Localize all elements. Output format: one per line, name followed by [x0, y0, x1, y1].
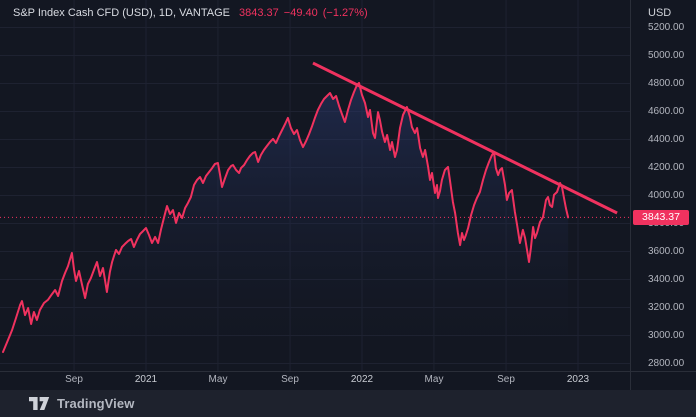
- price-axis[interactable]: USD 5200.00 5000.00 4800.00 4600.00 4400.00 4…: [631, 0, 696, 390]
- last-price-value: 3843.37: [239, 7, 279, 19]
- price-change-percent: (−1.27%): [322, 7, 368, 19]
- time-axis-label: May: [424, 374, 444, 385]
- currency-label: USD: [648, 7, 672, 19]
- price-axis-label: 2800.00: [648, 358, 685, 369]
- symbol-title[interactable]: S&P Index Cash CFD (USD), 1D, VANTAGE: [13, 7, 231, 19]
- price-axis-label: 3000.00: [648, 330, 685, 341]
- time-axis-label: 2023: [566, 374, 590, 385]
- price-axis-label: 3400.00: [648, 274, 685, 285]
- chart-canvas[interactable]: [0, 0, 696, 391]
- footer-bar: TradingView: [0, 390, 696, 417]
- price-axis-label: 4000.00: [648, 190, 685, 201]
- price-axis-label: 4800.00: [648, 78, 685, 89]
- tradingview-logo-icon[interactable]: [29, 396, 50, 411]
- price-axis-label: 4400.00: [648, 134, 685, 145]
- time-axis-label: Sep: [65, 374, 83, 385]
- time-axis-label: Sep: [497, 374, 515, 385]
- chart-legend: S&P Index Cash CFD (USD), 1D, VANTAGE 384…: [13, 6, 368, 20]
- price-axis-label: 4200.00: [648, 162, 685, 173]
- time-axis-label: 2022: [350, 374, 374, 385]
- time-axis-label: May: [208, 374, 228, 385]
- brand-name[interactable]: TradingView: [57, 396, 135, 411]
- time-axis-label: Sep: [281, 374, 299, 385]
- price-series: [2, 81, 570, 372]
- price-change-value: −49.40: [283, 7, 318, 19]
- time-axis-label: 2021: [134, 374, 158, 385]
- trendline-drawing[interactable]: [312, 61, 618, 215]
- price-axis-label: 5000.00: [648, 50, 685, 61]
- price-axis-label: 3600.00: [648, 246, 685, 257]
- price-axis-label: 4600.00: [648, 106, 685, 117]
- price-axis-label: 5200.00: [648, 22, 685, 33]
- price-axis-label: 3200.00: [648, 302, 685, 313]
- time-axis[interactable]: Sep 2021 May Sep 2022 May Sep 2023: [0, 371, 696, 390]
- last-price-tag[interactable]: 3843.37: [633, 210, 689, 225]
